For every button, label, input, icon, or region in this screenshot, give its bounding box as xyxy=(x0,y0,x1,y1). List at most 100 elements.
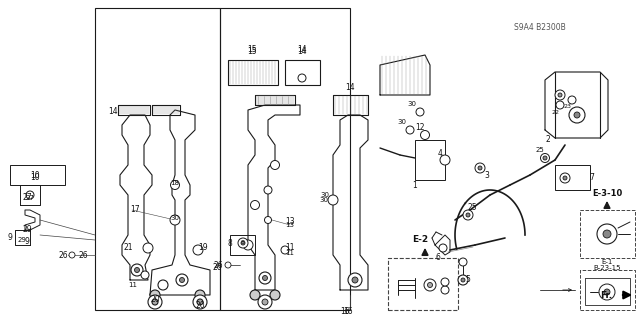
Circle shape xyxy=(262,276,268,280)
Text: 12: 12 xyxy=(415,123,425,132)
Text: 10: 10 xyxy=(30,170,40,180)
Text: 20: 20 xyxy=(150,295,160,305)
Text: 11: 11 xyxy=(129,282,138,288)
Text: 18: 18 xyxy=(170,180,179,186)
Text: 6: 6 xyxy=(436,254,440,263)
Circle shape xyxy=(170,181,179,189)
Text: 26: 26 xyxy=(78,250,88,259)
Circle shape xyxy=(262,299,268,305)
Circle shape xyxy=(568,96,576,104)
Circle shape xyxy=(193,295,207,309)
Bar xyxy=(230,235,255,255)
Circle shape xyxy=(475,163,485,173)
Circle shape xyxy=(441,278,449,286)
Circle shape xyxy=(170,215,180,225)
Text: 1: 1 xyxy=(413,181,417,189)
Text: 22: 22 xyxy=(551,109,559,115)
Circle shape xyxy=(461,278,465,282)
Circle shape xyxy=(264,186,272,194)
Text: 9: 9 xyxy=(24,238,29,247)
Circle shape xyxy=(152,299,158,305)
Text: 7: 7 xyxy=(589,174,595,182)
Text: 13: 13 xyxy=(285,222,294,228)
Circle shape xyxy=(271,160,280,169)
Text: 30: 30 xyxy=(319,197,328,203)
Circle shape xyxy=(348,273,362,287)
Circle shape xyxy=(543,156,547,160)
Text: 26: 26 xyxy=(213,261,223,270)
Text: 29: 29 xyxy=(22,226,32,234)
Circle shape xyxy=(259,272,271,284)
Circle shape xyxy=(458,275,468,285)
Circle shape xyxy=(258,295,272,309)
Circle shape xyxy=(478,166,482,170)
Circle shape xyxy=(574,112,580,118)
Circle shape xyxy=(599,284,615,300)
Circle shape xyxy=(195,290,205,300)
Circle shape xyxy=(26,191,34,199)
Text: 14: 14 xyxy=(297,48,307,56)
Text: 30: 30 xyxy=(397,119,406,125)
Text: 14: 14 xyxy=(345,84,355,93)
Text: 15: 15 xyxy=(247,48,257,56)
Text: 17: 17 xyxy=(130,205,140,214)
Text: 11: 11 xyxy=(285,250,294,256)
Bar xyxy=(388,258,458,310)
Circle shape xyxy=(141,271,149,279)
Text: 20: 20 xyxy=(195,300,205,309)
Circle shape xyxy=(158,280,168,290)
Text: 29: 29 xyxy=(17,237,26,243)
Text: 16: 16 xyxy=(340,308,350,316)
Text: 5: 5 xyxy=(465,276,470,285)
Circle shape xyxy=(558,93,562,97)
Bar xyxy=(285,60,320,85)
Bar xyxy=(415,140,445,180)
Text: 2: 2 xyxy=(546,136,550,145)
Text: 10: 10 xyxy=(30,174,40,182)
Circle shape xyxy=(243,240,253,250)
Text: E-2: E-2 xyxy=(412,235,428,244)
Text: Fr.: Fr. xyxy=(600,291,612,300)
Circle shape xyxy=(466,213,470,217)
Circle shape xyxy=(176,274,188,286)
Text: 30: 30 xyxy=(170,215,179,221)
Bar xyxy=(10,165,65,185)
Circle shape xyxy=(298,74,306,82)
Circle shape xyxy=(424,279,436,291)
Circle shape xyxy=(270,290,280,300)
Circle shape xyxy=(604,289,610,295)
Circle shape xyxy=(420,130,429,139)
Circle shape xyxy=(463,210,473,220)
Circle shape xyxy=(441,286,449,294)
Bar xyxy=(220,8,350,310)
Text: 9: 9 xyxy=(8,234,12,242)
Text: 30: 30 xyxy=(408,101,417,107)
Bar xyxy=(95,8,220,310)
Circle shape xyxy=(569,107,585,123)
Text: 3: 3 xyxy=(484,170,490,180)
Circle shape xyxy=(555,90,565,100)
Circle shape xyxy=(603,230,611,238)
Circle shape xyxy=(560,173,570,183)
Circle shape xyxy=(143,243,153,253)
Text: 4: 4 xyxy=(438,149,442,158)
Circle shape xyxy=(563,176,567,180)
Circle shape xyxy=(197,299,203,305)
Circle shape xyxy=(440,155,450,165)
Text: 15: 15 xyxy=(247,46,257,55)
Circle shape xyxy=(179,278,184,283)
Circle shape xyxy=(428,283,433,287)
Text: 26: 26 xyxy=(58,250,68,259)
Text: 13: 13 xyxy=(285,218,295,226)
Circle shape xyxy=(131,264,143,276)
Text: 21: 21 xyxy=(124,243,132,253)
Text: E-3-10: E-3-10 xyxy=(592,189,622,197)
Text: 19: 19 xyxy=(198,243,207,253)
Text: 16: 16 xyxy=(343,308,353,316)
Circle shape xyxy=(459,258,467,266)
Text: 11: 11 xyxy=(285,243,295,253)
Text: 25: 25 xyxy=(467,204,477,212)
Bar xyxy=(228,60,278,85)
Bar xyxy=(555,165,590,190)
Circle shape xyxy=(150,290,160,300)
